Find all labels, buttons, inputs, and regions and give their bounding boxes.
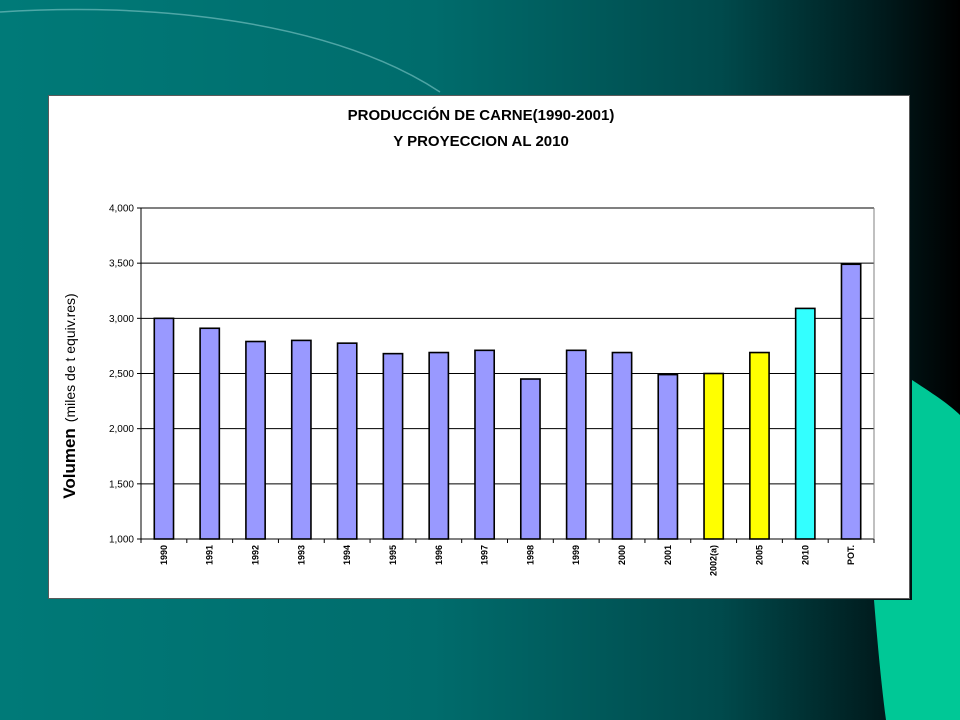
background-green-shape [874, 380, 960, 720]
y-tick-label: 3,500 [109, 259, 134, 270]
x-tick-label: 1998 [525, 545, 535, 565]
y-tick-label: 2,000 [109, 424, 134, 435]
bar [245, 340, 266, 540]
x-tick-label: 2001 [663, 545, 673, 565]
bar [153, 317, 175, 540]
bar [336, 342, 358, 540]
y-axis-label: Volumen (miles de t equiv.res) [60, 293, 79, 498]
bar [703, 372, 725, 540]
bar [428, 351, 450, 540]
chart-subtitle: Y PROYECCION AL 2010 [393, 133, 569, 150]
bar [611, 351, 633, 540]
x-tick-label: 1990 [159, 545, 169, 565]
x-tick-label: 1994 [342, 545, 352, 565]
bar [840, 263, 862, 540]
y-tick-label: 1,500 [109, 479, 134, 490]
bar [474, 349, 496, 540]
x-tick-label: 1993 [296, 545, 306, 565]
bar [199, 327, 221, 540]
bar [657, 373, 679, 540]
x-tick-label: 1999 [571, 545, 581, 565]
x-axis-ticks: 1990 1991 1992 1993 1994 1995 1996 1997 1998 1999… [140, 539, 875, 576]
bar [290, 339, 312, 540]
x-tick-label: 2010 [800, 545, 810, 565]
y-tick-label: 3,000 [109, 314, 134, 325]
axes [140, 208, 875, 540]
bar [519, 378, 541, 540]
y-tick-label: 1,000 [109, 535, 134, 546]
x-tick-label: 1991 [205, 545, 215, 565]
y-tick-label: 4,000 [109, 204, 134, 215]
y-axis-ticks: 1,000 1,500 2,000 2,500 3,000 3,500 4,000 [109, 204, 141, 546]
x-tick-label: 1997 [480, 545, 490, 565]
bar [794, 307, 816, 540]
x-tick-label: 1992 [251, 545, 261, 565]
bar [749, 351, 770, 540]
y-tick-label: 2,500 [109, 369, 134, 380]
bar [382, 352, 404, 540]
x-tick-label: 1996 [434, 545, 444, 565]
x-tick-label: 2000 [617, 545, 627, 565]
x-tick-label: 2002(a) [709, 545, 719, 576]
x-tick-label: 2005 [754, 545, 764, 565]
bar-chart: PRODUCCIÓN DE CARNE(1990-2001) Y PROYECC… [60, 106, 875, 576]
chart-panel: PRODUCCIÓN DE CARNE(1990-2001) Y PROYECC… [48, 95, 910, 599]
background-arc-line [0, 8, 441, 93]
y-axis-label-main: Volumen [60, 428, 79, 499]
bar [565, 349, 587, 540]
x-tick-label: 1995 [388, 545, 398, 565]
x-tick-label: POT. [846, 545, 856, 565]
y-axis-label-units: (miles de t equiv.res) [62, 293, 78, 422]
bars [153, 263, 862, 540]
chart-title: PRODUCCIÓN DE CARNE(1990-2001) [348, 106, 615, 124]
